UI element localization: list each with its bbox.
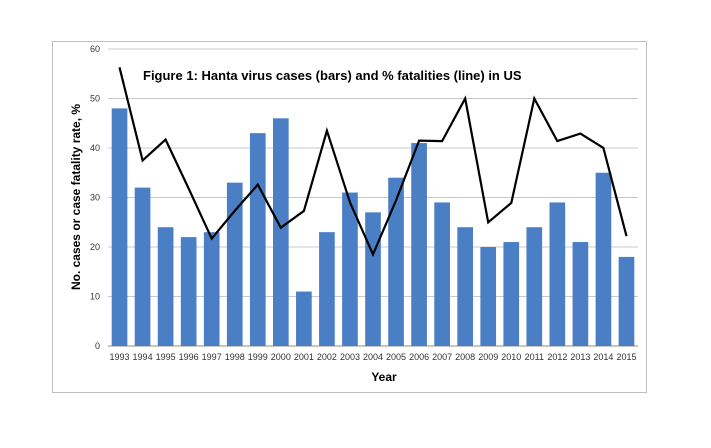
y-tick-label: 30	[90, 193, 100, 203]
x-tick-label: 2011	[525, 352, 544, 362]
bar	[134, 187, 151, 346]
fatality-line	[118, 67, 628, 258]
y-tick-label: 60	[90, 44, 100, 54]
chart-title: Figure 1: Hanta virus cases (bars) and %…	[143, 68, 522, 83]
bar	[157, 227, 174, 346]
x-tick-label: 2014	[593, 352, 613, 362]
x-tick-label: 1999	[248, 352, 268, 362]
bar	[272, 118, 289, 346]
x-tick-labels: 1993 1994 1995 1996 1997 1998 1999 2000 2001 2002…	[110, 352, 637, 362]
bar	[572, 242, 589, 346]
bar	[226, 182, 243, 346]
x-tick-label: 1993	[110, 352, 130, 362]
bar	[457, 227, 474, 346]
bar	[595, 172, 612, 346]
bar	[618, 256, 635, 346]
bar	[249, 133, 266, 346]
bar	[296, 291, 312, 346]
x-tick-label: 2015	[616, 352, 636, 362]
x-tick-label: 1995	[156, 352, 176, 362]
bar	[549, 202, 566, 346]
x-tick-label: 2009	[478, 352, 498, 362]
x-tick-label: 1996	[179, 352, 199, 362]
x-axis-title: Year	[371, 370, 397, 384]
x-tick-label: 2003	[340, 352, 360, 362]
x-tick-label: 2008	[455, 352, 475, 362]
y-tick-label: 50	[90, 94, 100, 104]
x-tick-label: 2010	[501, 352, 521, 362]
bar	[434, 202, 450, 346]
bar	[411, 143, 427, 346]
x-tick-label: 2002	[317, 352, 337, 362]
bar	[203, 232, 220, 346]
bar	[342, 192, 358, 346]
bar	[365, 212, 381, 346]
bar	[480, 247, 497, 346]
bar	[180, 237, 197, 346]
y-tick-labels: 0 10 20 30 40 50 60	[90, 44, 100, 351]
bar	[503, 242, 520, 346]
x-tick-label: 2007	[432, 352, 452, 362]
bar	[388, 177, 404, 346]
x-tick-label: 2012	[547, 352, 567, 362]
x-tick-label: 2000	[271, 352, 291, 362]
line-series	[118, 67, 628, 258]
y-tick-label: 20	[90, 242, 100, 252]
x-tick-label: 1997	[202, 352, 222, 362]
x-tick-label: 2001	[294, 352, 314, 362]
y-tick-label: 10	[90, 292, 100, 302]
y-tick-label: 0	[95, 341, 100, 351]
y-tick-label: 40	[90, 143, 100, 153]
bar-series	[111, 108, 635, 347]
bar	[319, 232, 335, 346]
x-tick-label: 1998	[225, 352, 245, 362]
bar	[111, 108, 128, 347]
x-tick-label: 2004	[363, 352, 383, 362]
x-tick-label: 2005	[386, 352, 406, 362]
x-tick-label: 2006	[409, 352, 429, 362]
x-tick-label: 2013	[570, 352, 590, 362]
x-tick-label: 1994	[133, 352, 153, 362]
y-axis-title: No. cases or case fatality rate, %	[69, 104, 83, 290]
bar	[526, 227, 543, 346]
